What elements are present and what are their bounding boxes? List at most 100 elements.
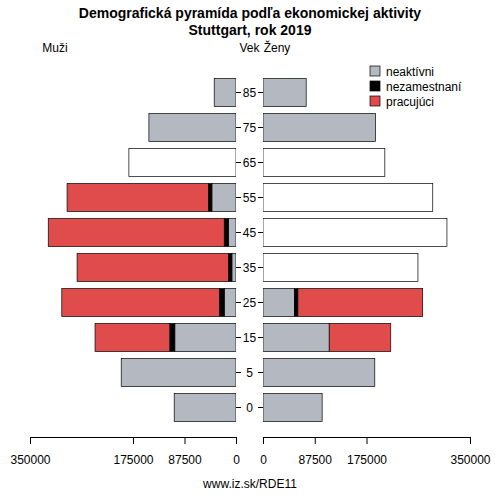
bar-unspecified <box>263 254 418 282</box>
bar <box>228 254 232 282</box>
bar <box>232 254 236 282</box>
bar <box>224 289 236 317</box>
age-label: 85 <box>243 86 257 100</box>
x-axis: 0 87500 175000 350000 <box>10 437 240 467</box>
bar <box>149 114 236 142</box>
tick-mark <box>470 437 471 444</box>
legend-label: neaktívni <box>386 65 434 79</box>
bar-unspecified <box>129 149 236 177</box>
chart: Demografická pyramída podľa ekonomickej … <box>0 0 500 500</box>
age-tick <box>236 267 241 268</box>
bar <box>263 359 375 387</box>
legend-swatch <box>370 66 380 76</box>
age-tick <box>258 232 263 233</box>
age-tick <box>258 302 263 303</box>
tick-label: 87500 <box>168 453 202 467</box>
age-tick <box>236 232 241 233</box>
legend-label: nezamestnaní <box>386 80 462 94</box>
bar <box>175 324 236 352</box>
bar <box>298 289 423 317</box>
legend-label: pracujúci <box>386 95 434 109</box>
tick-label: 0 <box>233 453 240 467</box>
bar-unspecified <box>263 184 433 212</box>
age-tick <box>236 127 241 128</box>
tick: 175000 <box>113 437 153 467</box>
bar <box>294 289 298 317</box>
age-tick <box>236 162 241 163</box>
age-tick <box>258 372 263 373</box>
age-tick <box>236 372 241 373</box>
group-label: Muži <box>42 41 67 55</box>
bar <box>263 394 322 422</box>
tick-label: 87500 <box>299 453 333 467</box>
y-label: Vek <box>239 41 260 55</box>
legend-swatch <box>370 96 380 106</box>
age-tick <box>236 302 241 303</box>
group-label: Ženy <box>264 40 291 55</box>
bar <box>67 184 208 212</box>
bar <box>95 324 170 352</box>
bar-unspecified <box>263 219 447 247</box>
bar <box>263 114 375 142</box>
tick-label: 0 <box>260 453 267 467</box>
bar <box>214 79 236 107</box>
tick-mark <box>185 437 186 444</box>
tick-mark <box>133 437 134 444</box>
age-tick <box>258 127 263 128</box>
tick-label: 175000 <box>347 453 387 467</box>
age-tick <box>258 337 263 338</box>
age-tick <box>258 407 263 408</box>
tick: 0 <box>233 437 240 467</box>
age-label: 5 <box>246 366 253 380</box>
bar <box>170 324 175 352</box>
age-tick <box>258 92 263 93</box>
bar <box>263 289 294 317</box>
bar <box>220 289 225 317</box>
age-tick <box>258 162 263 163</box>
age-tick <box>258 267 263 268</box>
bar <box>263 79 306 107</box>
bar <box>228 219 236 247</box>
bar <box>208 184 212 212</box>
subtitle: Stuttgart, rok 2019 <box>189 22 312 38</box>
bars <box>48 79 236 422</box>
bars <box>263 79 447 422</box>
tick: 350000 <box>450 437 490 467</box>
age-label: 75 <box>243 121 257 135</box>
tick: 175000 <box>347 437 387 467</box>
age-label: 15 <box>243 331 257 345</box>
bar <box>121 359 236 387</box>
age-tick <box>236 197 241 198</box>
age-tick <box>236 337 241 338</box>
legend: neaktívninezamestnanípracujúci <box>370 65 462 109</box>
tick-mark <box>30 437 31 444</box>
tick-mark <box>315 437 316 444</box>
tick-mark <box>236 437 237 444</box>
age-label: 35 <box>243 261 257 275</box>
age-label: 0 <box>246 401 253 415</box>
age-tick <box>236 92 241 93</box>
bar <box>329 324 391 352</box>
bar <box>48 219 224 247</box>
age-tick <box>236 407 241 408</box>
age-label: 65 <box>243 156 257 170</box>
tick-label: 350000 <box>450 453 490 467</box>
tick-mark <box>367 437 368 444</box>
tick-label: 175000 <box>113 453 153 467</box>
age-label: 55 <box>243 191 257 205</box>
tick: 0 <box>260 437 267 467</box>
title: Demografická pyramída podľa ekonomickej … <box>79 5 422 21</box>
bar <box>174 394 236 422</box>
tick: 87500 <box>299 437 333 467</box>
tick: 350000 <box>10 437 50 467</box>
bar-unspecified <box>263 149 385 177</box>
footer: www.iz.sk/RDE11 <box>202 477 297 491</box>
age-label: 25 <box>243 296 257 310</box>
age-tick <box>258 197 263 198</box>
bar <box>77 254 228 282</box>
bar <box>212 184 236 212</box>
bar <box>263 324 329 352</box>
tick: 87500 <box>168 437 202 467</box>
tick-label: 350000 <box>10 453 50 467</box>
legend-swatch <box>370 81 380 91</box>
